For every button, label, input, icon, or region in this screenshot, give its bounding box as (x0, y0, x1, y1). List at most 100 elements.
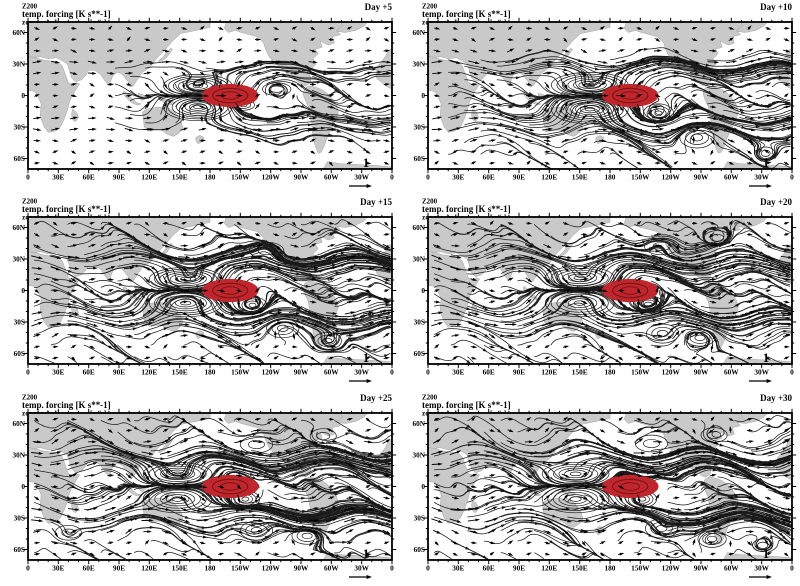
axes-layer: 0 30E 60E 90E 120E 150E 180 150W 120W 90W 60W 30W 0 6… (12, 17, 397, 188)
lon-tick-label: 0 (26, 369, 30, 377)
reference-vector-value: 1 (363, 547, 369, 561)
plot-layers: 0 30E 60E 90E 120E 150E 180 150W 120W 90W 60W 30W 0 6… (412, 213, 797, 384)
forcing-variable-label: temp. forcing [K s**-1] (422, 9, 511, 19)
lon-tick-label: 0 (426, 369, 430, 377)
lat-tick-label: 30N (12, 451, 25, 459)
lon-tick-label: 180 (605, 369, 616, 377)
panel-day-plus-20: Z200 temp. forcing [K s**-1] zonal wind … (400, 195, 800, 390)
wind-vector-heads (434, 25, 792, 166)
lon-tick-label: 180 (205, 173, 216, 181)
lat-tick-label: 0 (421, 92, 425, 100)
gyre-contours (148, 242, 342, 350)
map-content (428, 412, 792, 560)
forcing-region (601, 83, 659, 108)
lon-tick-label: 60E (483, 369, 495, 377)
lat-tick-label: 60S (414, 350, 425, 358)
reference-vector-value: 1 (763, 547, 769, 561)
axes-layer: 0 30E 60E 90E 120E 150E 180 150W 120W 90W 60W 30W 0 6… (412, 17, 797, 188)
plot-layers: 0 30E 60E 90E 120E 150E 180 150W 120W 90W 60W 30W 0 6… (12, 408, 397, 579)
lon-tick-label: 150E (572, 369, 588, 377)
lon-tick-label: 150E (172, 564, 188, 572)
axes-layer: 0 30E 60E 90E 120E 150E 180 150W 120W 90W 60W 30W 0 6… (412, 213, 797, 384)
wind-vector-heads (434, 415, 792, 557)
lon-tick-label: 150W (631, 173, 650, 181)
lon-tick-label: 60W (724, 369, 739, 377)
level-label: Z200 (22, 2, 38, 10)
lon-tick-label: 120W (262, 369, 281, 377)
lon-tick-label: 150W (231, 173, 250, 181)
forcing-variable-label: temp. forcing [K s**-1] (22, 400, 111, 410)
lon-tick-label: 60E (83, 369, 95, 377)
axes-layer: 0 30E 60E 90E 120E 150E 180 150W 120W 90W 60W 30W 0 6… (12, 213, 397, 384)
day-label: Day +15 (360, 197, 392, 207)
day-label: Day +5 (365, 2, 393, 12)
forcing-variable-label: temp. forcing [K s**-1] (422, 400, 511, 410)
lon-tick-label: 30E (52, 369, 64, 377)
reference-vector-value: 1 (763, 351, 769, 365)
lon-tick-label: 120E (541, 173, 557, 181)
forcing-variable-label: temp. forcing [K s**-1] (22, 9, 111, 19)
wind-vector-heads (34, 416, 392, 557)
lon-tick-label: 0 (790, 564, 794, 572)
lon-tick-label: 0 (390, 369, 394, 377)
lat-tick-label: 30S (414, 123, 425, 131)
map-content (28, 217, 392, 365)
lon-tick-label: 60W (324, 173, 339, 181)
tick-marks (423, 213, 797, 369)
lon-tick-label: 30W (354, 173, 369, 181)
lat-tick-label: 30N (412, 256, 425, 264)
lon-tick-label: 90W (294, 369, 309, 377)
reference-vector-arrow (748, 183, 772, 188)
lat-tick-label: 30N (412, 451, 425, 459)
lon-tick-label: 0 (790, 369, 794, 377)
lon-tick-label: 30E (452, 564, 464, 572)
lat-tick-label: 60N (12, 224, 25, 232)
lon-tick-label: 120W (662, 564, 681, 572)
map-canvas-day-10: Z200 temp. forcing [K s**-1] zonal wind … (412, 2, 797, 188)
reference-vector-arrow (348, 183, 372, 188)
forcing-region (201, 279, 259, 303)
lon-tick-label: 180 (205, 564, 216, 572)
map-content (428, 21, 792, 169)
map-canvas-day-25: Z200 temp. forcing [K s**-1] zonal wind … (12, 393, 397, 579)
lon-tick-label: 0 (426, 173, 430, 181)
lon-tick-label: 60W (324, 564, 339, 572)
lon-tick-label: 60E (83, 173, 95, 181)
lon-tick-label: 60E (483, 173, 495, 181)
lon-tick-label: 0 (426, 564, 430, 572)
lon-tick-label: 90W (694, 564, 709, 572)
lon-tick-label: 30E (52, 564, 64, 572)
lon-tick-label: 60W (724, 173, 739, 181)
lon-tick-label: 150W (231, 564, 250, 572)
lon-tick-label: 0 (26, 173, 30, 181)
lon-tick-label: 30E (452, 369, 464, 377)
forcing-variable-label: temp. forcing [K s**-1] (22, 204, 111, 214)
lon-tick-label: 30W (354, 369, 369, 377)
map-content (28, 21, 392, 169)
reference-vector-value: 1 (363, 156, 369, 170)
lat-tick-label: 0 (21, 287, 25, 295)
lon-tick-label: 90W (294, 564, 309, 572)
lat-tick-label: 60N (12, 29, 25, 37)
wind-vector-heads (435, 220, 792, 362)
lat-tick-label: 60S (14, 155, 25, 163)
lat-tick-label: 60S (414, 546, 425, 554)
lon-tick-label: 150W (231, 369, 250, 377)
lon-tick-label: 150E (172, 369, 188, 377)
lat-tick-label: 30N (12, 60, 25, 68)
axes-layer: 0 30E 60E 90E 120E 150E 180 150W 120W 90W 60W 30W 0 6… (12, 408, 397, 579)
lat-tick-label: 60N (412, 420, 425, 428)
lon-tick-label: 30E (52, 173, 64, 181)
axes-layer: 0 30E 60E 90E 120E 150E 180 150W 120W 90W 60W 30W 0 6… (412, 408, 797, 579)
level-label: Z200 (422, 2, 438, 10)
lon-tick-label: 0 (390, 173, 394, 181)
lon-tick-label: 30W (754, 564, 769, 572)
reference-vector-arrow (348, 574, 372, 579)
day-label: Day +10 (760, 2, 792, 12)
lon-tick-label: 180 (605, 173, 616, 181)
forcing-region (601, 474, 659, 498)
plot-layers: 0 30E 60E 90E 120E 150E 180 150W 120W 90W 60W 30W 0 6… (12, 17, 397, 188)
lon-tick-label: 90W (694, 173, 709, 181)
lon-tick-label: 150W (631, 369, 650, 377)
